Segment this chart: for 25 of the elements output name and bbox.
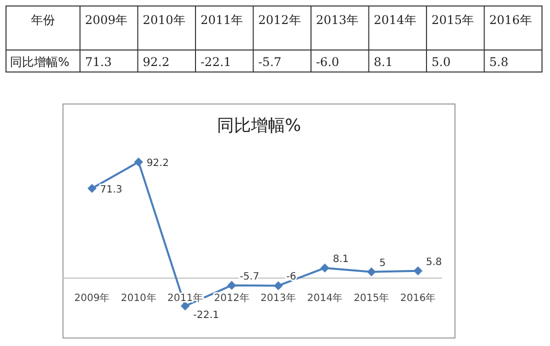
point bbox=[88, 184, 96, 193]
data-label: -22.1 bbox=[193, 310, 220, 321]
point bbox=[274, 281, 283, 290]
x-tick-label: 2013年 bbox=[260, 292, 296, 304]
data-label: -5.7 bbox=[240, 271, 260, 282]
x-tick-label: 2010年 bbox=[120, 292, 156, 304]
point bbox=[320, 263, 330, 272]
point bbox=[180, 302, 190, 310]
x-tick-label: 2016年 bbox=[400, 292, 436, 304]
data-label: 5 bbox=[379, 258, 386, 269]
data-label: 92.2 bbox=[146, 158, 169, 169]
point bbox=[414, 266, 422, 276]
data-label: -6 bbox=[286, 272, 296, 283]
x-tick-label: 2015年 bbox=[354, 292, 390, 304]
data-label: 71.3 bbox=[100, 184, 122, 196]
data-label: 5.8 bbox=[426, 256, 442, 268]
chart-title: 同比增幅% bbox=[216, 116, 302, 136]
x-tick-label: 2009年 bbox=[74, 292, 110, 304]
x-tick-label: 2012年 bbox=[214, 292, 250, 304]
point bbox=[366, 267, 376, 276]
x-tick-label: 2014年 bbox=[307, 292, 343, 304]
point bbox=[227, 280, 236, 290]
data-label: 8.1 bbox=[332, 254, 349, 265]
point bbox=[134, 158, 144, 166]
table: 年份 同比增幅% 2009年 71.3 2010年 92.2 2011年 -22.1 2012年 -5.7 2013年 -6.0 2014年 8.1 2015年 5.0 2016年 5.8 bbox=[6, 6, 542, 72]
